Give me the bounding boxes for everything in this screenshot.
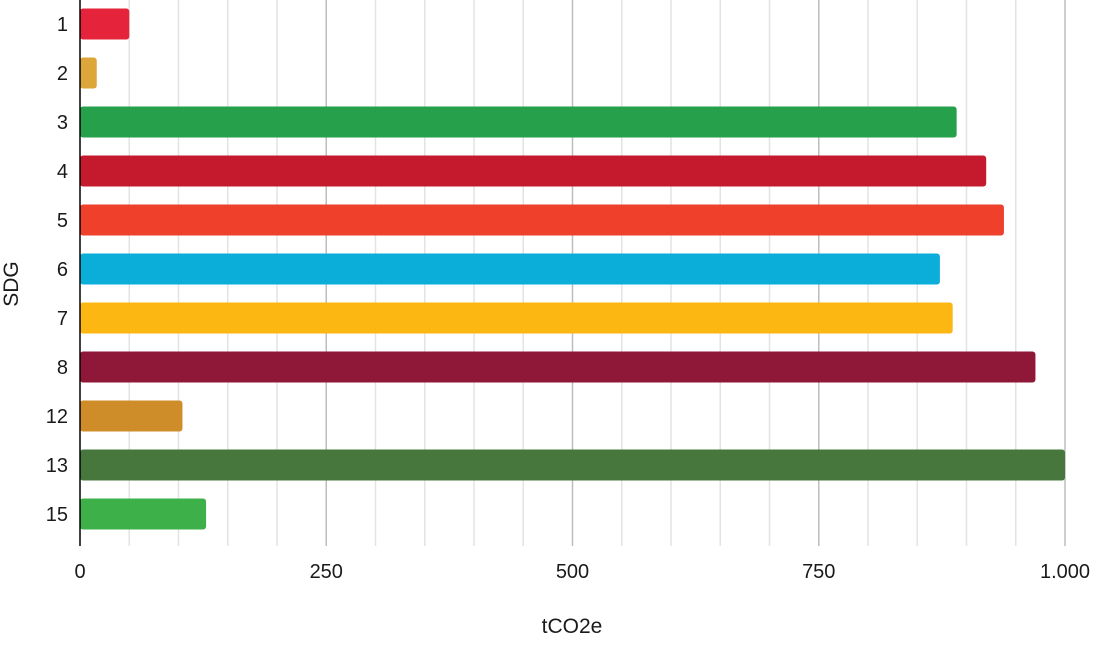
y-tick-label: 2 [57,63,68,85]
y-tick-label: 6 [57,259,68,281]
y-tick-label: 7 [57,308,68,330]
y-tick-label: 3 [57,112,68,134]
bar-sdg-5 [80,204,1004,236]
y-tick-label: 13 [46,455,68,477]
bar-sdg-12 [80,400,183,432]
x-tick-label: 0 [74,561,85,583]
x-tick-labels: 0 250 500 750 1.000 [74,561,1090,583]
y-tick-label: 4 [57,161,68,183]
bar-sdg-3 [80,106,957,138]
y-tick-label: 1 [57,14,68,36]
bar-sdg-2 [80,57,97,89]
y-tick-label: 12 [46,406,68,428]
x-tick-label: 500 [556,561,589,583]
bar-sdg-4 [80,155,987,187]
y-axis-title: SDG [0,261,23,307]
y-tick-label: 15 [46,504,68,526]
bar-sdg-7 [80,302,953,334]
bar-sdg-13 [80,449,1065,481]
bar-sdg-8 [80,351,1036,383]
x-axis-title: tCO2e [542,615,603,638]
x-tick-label: 250 [310,561,343,583]
bar-sdg-15 [80,498,207,530]
y-tick-label: 5 [57,210,68,232]
y-tick-label: 8 [57,357,68,379]
bar-layer [80,8,1065,530]
bar-sdg-6 [80,253,940,285]
x-tick-label: 750 [802,561,835,583]
x-tick-label: 1.000 [1040,561,1090,583]
bar-sdg-1 [80,8,130,40]
